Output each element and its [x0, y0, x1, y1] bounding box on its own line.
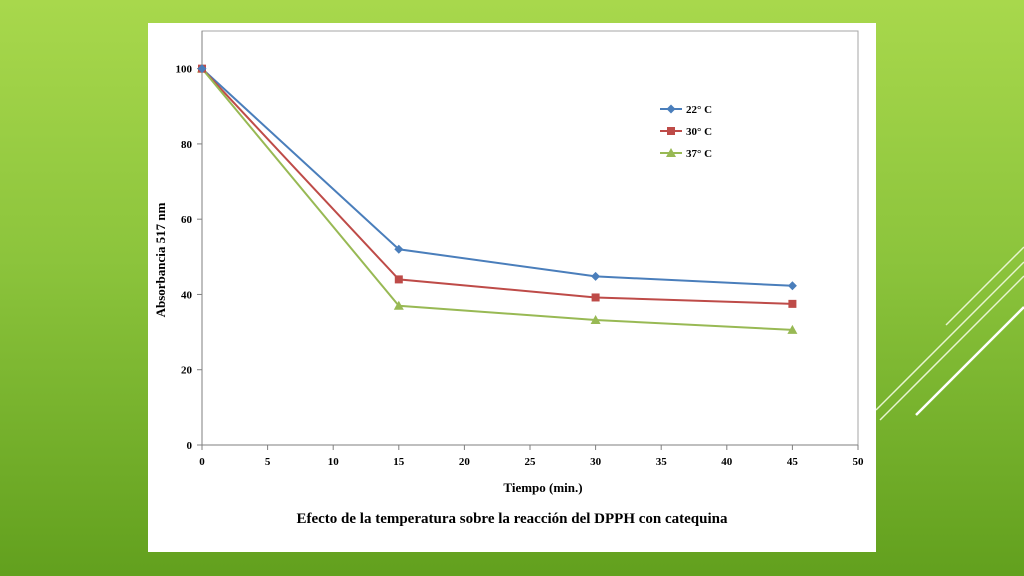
legend-label: 30° C — [686, 126, 712, 138]
y-tick-label: 40 — [181, 289, 193, 301]
data-point-series-1 — [197, 64, 207, 74]
y-tick-label: 60 — [181, 214, 193, 226]
x-tick-label: 20 — [459, 456, 471, 468]
y-tick-label: 80 — [181, 139, 193, 151]
series-line-1 — [201, 67, 793, 287]
data-point-series-2 — [788, 299, 797, 308]
x-tick-label: 10 — [328, 456, 340, 468]
y-tick-label: 100 — [176, 64, 193, 76]
x-tick-label: 50 — [853, 456, 865, 468]
data-point-series-3 — [787, 324, 798, 334]
legend-label: 37° C — [686, 148, 712, 160]
y-tick-label: 20 — [181, 365, 193, 377]
x-tick-label: 45 — [787, 456, 799, 468]
data-point-series-2 — [394, 275, 403, 284]
data-point-series-2 — [591, 293, 600, 302]
x-tick-label: 25 — [525, 456, 537, 468]
y-tick-label: 0 — [187, 440, 193, 452]
x-axis-label: Tiempo (min.) — [503, 480, 582, 495]
legend-marker — [667, 127, 675, 135]
x-tick-label: 30 — [590, 456, 602, 468]
series-line-2 — [201, 67, 793, 305]
data-point-series-3 — [590, 315, 601, 325]
data-point-series-3 — [393, 300, 404, 310]
data-point-series-1 — [591, 271, 601, 281]
x-tick-label: 35 — [656, 456, 668, 468]
legend-marker — [666, 104, 676, 114]
x-tick-label: 40 — [721, 456, 733, 468]
chart-panel: 0 5 10 15 20 25 30 35 40 45 50 0 20 40 60 80 100 22° C 30… — [148, 23, 876, 552]
y-axis-label: Absorbancia 517 nm — [153, 202, 168, 317]
x-tick-label: 0 — [199, 456, 205, 468]
chart-caption: Efecto de la temperatura sobre la reacci… — [296, 511, 728, 527]
legend-marker — [666, 148, 676, 157]
series-line-3 — [201, 67, 793, 331]
x-tick-label: 5 — [265, 456, 271, 468]
x-tick-label: 15 — [393, 456, 405, 468]
data-point-series-1 — [394, 244, 404, 254]
line-chart: 0 5 10 15 20 25 30 35 40 45 50 0 20 40 60 80 100 22° C 30… — [153, 30, 865, 495]
plot-area-border — [201, 30, 859, 446]
legend-label: 22° C — [686, 104, 712, 116]
data-point-series-1 — [787, 281, 797, 291]
